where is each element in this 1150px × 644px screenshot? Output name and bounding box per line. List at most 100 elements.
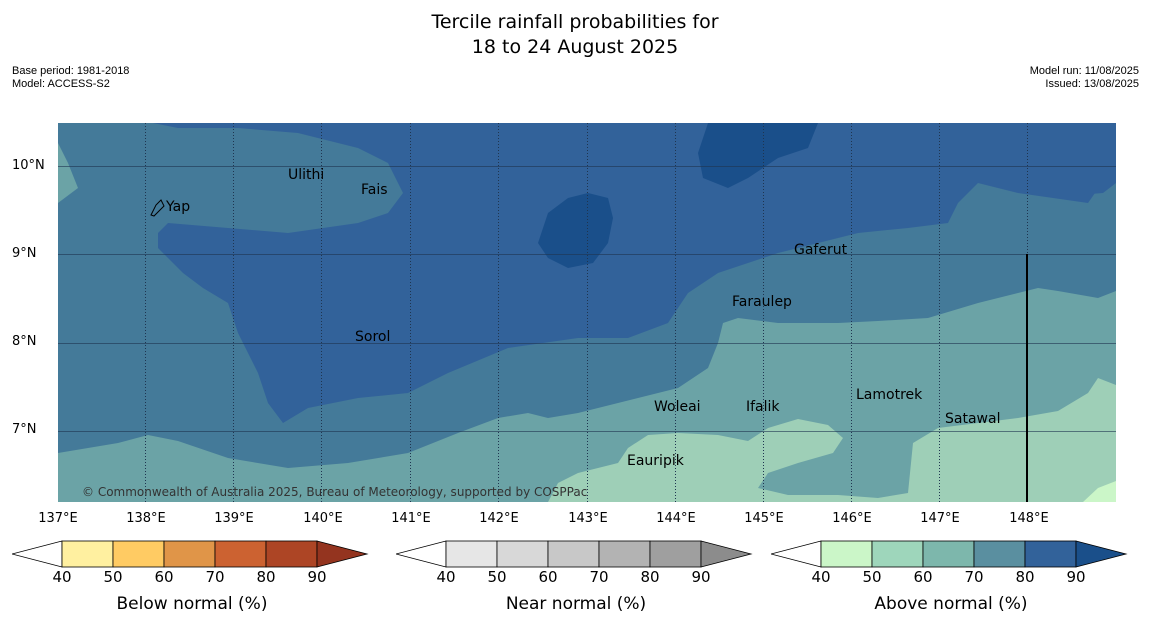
probability-map[interactable] — [58, 123, 1116, 502]
model-name: Model: ACCESS-S2 — [12, 78, 110, 90]
place-label: Sorol — [355, 329, 391, 345]
place-label: Gaferut — [794, 242, 848, 258]
colorbar-segment — [214, 540, 267, 568]
place-satawal: Satawal — [945, 411, 1000, 427]
colorbar-caption: Near normal (%) — [505, 594, 647, 614]
colorbar-caption: Below normal (%) — [116, 594, 268, 614]
colorbar-tick-label: 40 — [436, 568, 456, 586]
place-label: Yap — [166, 199, 191, 215]
colorbar-min-extend — [394, 540, 447, 568]
title-line-1: Tercile rainfall probabilities for — [431, 11, 719, 33]
place-ifalik: Ifalik — [746, 399, 780, 415]
colorbar-segment — [649, 540, 702, 568]
place-fais: Fais — [361, 182, 388, 198]
colorbar-segment — [112, 540, 165, 568]
colorbar-near-normal: 40 50 60 70 80 90 Near normal (%) — [394, 540, 756, 614]
colorbar-tick-label: 50 — [862, 568, 882, 586]
colorbar-tick-label: 40 — [52, 568, 72, 586]
place-faraulep: Faraulep — [732, 294, 792, 310]
colorbar-segment — [871, 540, 924, 568]
place-label: Faraulep — [732, 294, 792, 310]
lon-tick: 137°E — [38, 511, 78, 526]
copyright-note: © Commonwealth of Australia 2025, Bureau… — [82, 485, 588, 499]
colorbar-segment — [598, 540, 651, 568]
colorbar-svg — [10, 540, 369, 568]
colorbar-svg — [769, 540, 1128, 568]
lon-tick: 147°E — [920, 511, 960, 526]
colorbar-svg — [394, 540, 753, 568]
model-run: Model run: 11/08/2025 — [1029, 65, 1139, 77]
region-above-40-50 — [1083, 481, 1116, 502]
lon-tick: 140°E — [303, 511, 343, 526]
place-label: Eauripik — [627, 453, 684, 469]
colorbar-segment — [922, 540, 975, 568]
colorbar-tick-label: 50 — [487, 568, 507, 586]
region-above-80-90 — [153, 123, 1116, 423]
colorbar-max-extend — [1075, 540, 1128, 568]
colorbar-min-extend — [10, 540, 63, 568]
lon-tick: 148°E — [1009, 511, 1049, 526]
colorbar-min-extend — [769, 540, 822, 568]
lon-tick: 141°E — [391, 511, 431, 526]
lon-tick: 142°E — [479, 511, 519, 526]
colorbar-tick-label: 40 — [811, 568, 831, 586]
colorbar-segment — [163, 540, 216, 568]
meta-right: Model run: 11/08/2025 Issued: 13/08/2025 — [1030, 65, 1139, 91]
colorbar-max-extend — [316, 540, 369, 568]
colorbar-segment — [496, 540, 549, 568]
lat-tick: 7°N — [12, 422, 37, 437]
lon-tick: 143°E — [568, 511, 608, 526]
region-above-90-b — [698, 123, 818, 188]
lon-tick: 146°E — [832, 511, 872, 526]
map-title: Tercile rainfall probabilities for 18 to… — [0, 10, 1150, 60]
colorbar-segment — [547, 540, 600, 568]
colorbar-segment — [973, 540, 1026, 568]
colorbar-tick-label: 50 — [103, 568, 123, 586]
colorbar-tick-label: 90 — [307, 568, 327, 586]
place-label: Ifalik — [746, 399, 780, 415]
colorbar-tick-label: 70 — [964, 568, 984, 586]
place-ulithi: Ulithi — [288, 167, 324, 183]
colorbar-segment — [445, 540, 498, 568]
base-period: Base period: 1981-2018 — [12, 65, 130, 77]
title-line-2: 18 to 24 August 2025 — [471, 36, 679, 58]
grid-lines — [145, 123, 1028, 502]
yap-island-shape — [150, 199, 165, 217]
place-label: Fais — [361, 182, 388, 198]
colorbar-segment — [61, 540, 114, 568]
colorbar-segment — [1024, 540, 1077, 568]
colorbar-tick-label: 80 — [256, 568, 276, 586]
region-above-80-90-b — [1070, 128, 1116, 195]
lon-tick: 138°E — [126, 511, 166, 526]
colorbar-tick-label: 90 — [1066, 568, 1086, 586]
place-yap: Yap — [166, 199, 190, 215]
lat-tick: 10°N — [12, 158, 45, 173]
colorbar-max-extend — [700, 540, 753, 568]
region-above-60-70 — [58, 288, 1116, 502]
colorbar-tick-label: 60 — [913, 568, 933, 586]
lat-tick: 9°N — [12, 246, 37, 261]
place-label: Lamotrek — [856, 387, 923, 403]
lon-tick: 139°E — [214, 511, 254, 526]
map-svg — [58, 123, 1116, 502]
lon-tick: 145°E — [744, 511, 784, 526]
colorbar-tick-label: 70 — [589, 568, 609, 586]
meta-left: Base period: 1981-2018 Model: ACCESS-S2 — [12, 65, 129, 91]
colorbar-segment — [265, 540, 318, 568]
colorbar-segment — [820, 540, 873, 568]
lon-tick: 144°E — [656, 511, 696, 526]
place-label: Satawal — [945, 411, 1001, 427]
colorbar-tick-label: 70 — [205, 568, 225, 586]
colorbar-tick-label: 80 — [640, 568, 660, 586]
place-sorol: Sorol — [355, 329, 390, 345]
colorbar-tick-label: 60 — [538, 568, 558, 586]
lat-lines — [58, 166, 1116, 432]
colorbar-below-normal: 40 50 60 70 80 90 Below normal (%) — [10, 540, 372, 614]
place-eauripik: Eauripik — [627, 453, 684, 469]
place-label: Woleai — [654, 399, 701, 415]
issued-date: Issued: 13/08/2025 — [1045, 78, 1139, 90]
region-above-50-60 — [548, 378, 1116, 502]
colorbar-above-normal: 40 50 60 70 80 90 Above normal (%) — [769, 540, 1131, 614]
colorbar-caption: Above normal (%) — [874, 594, 1028, 614]
place-label: Ulithi — [288, 167, 325, 183]
